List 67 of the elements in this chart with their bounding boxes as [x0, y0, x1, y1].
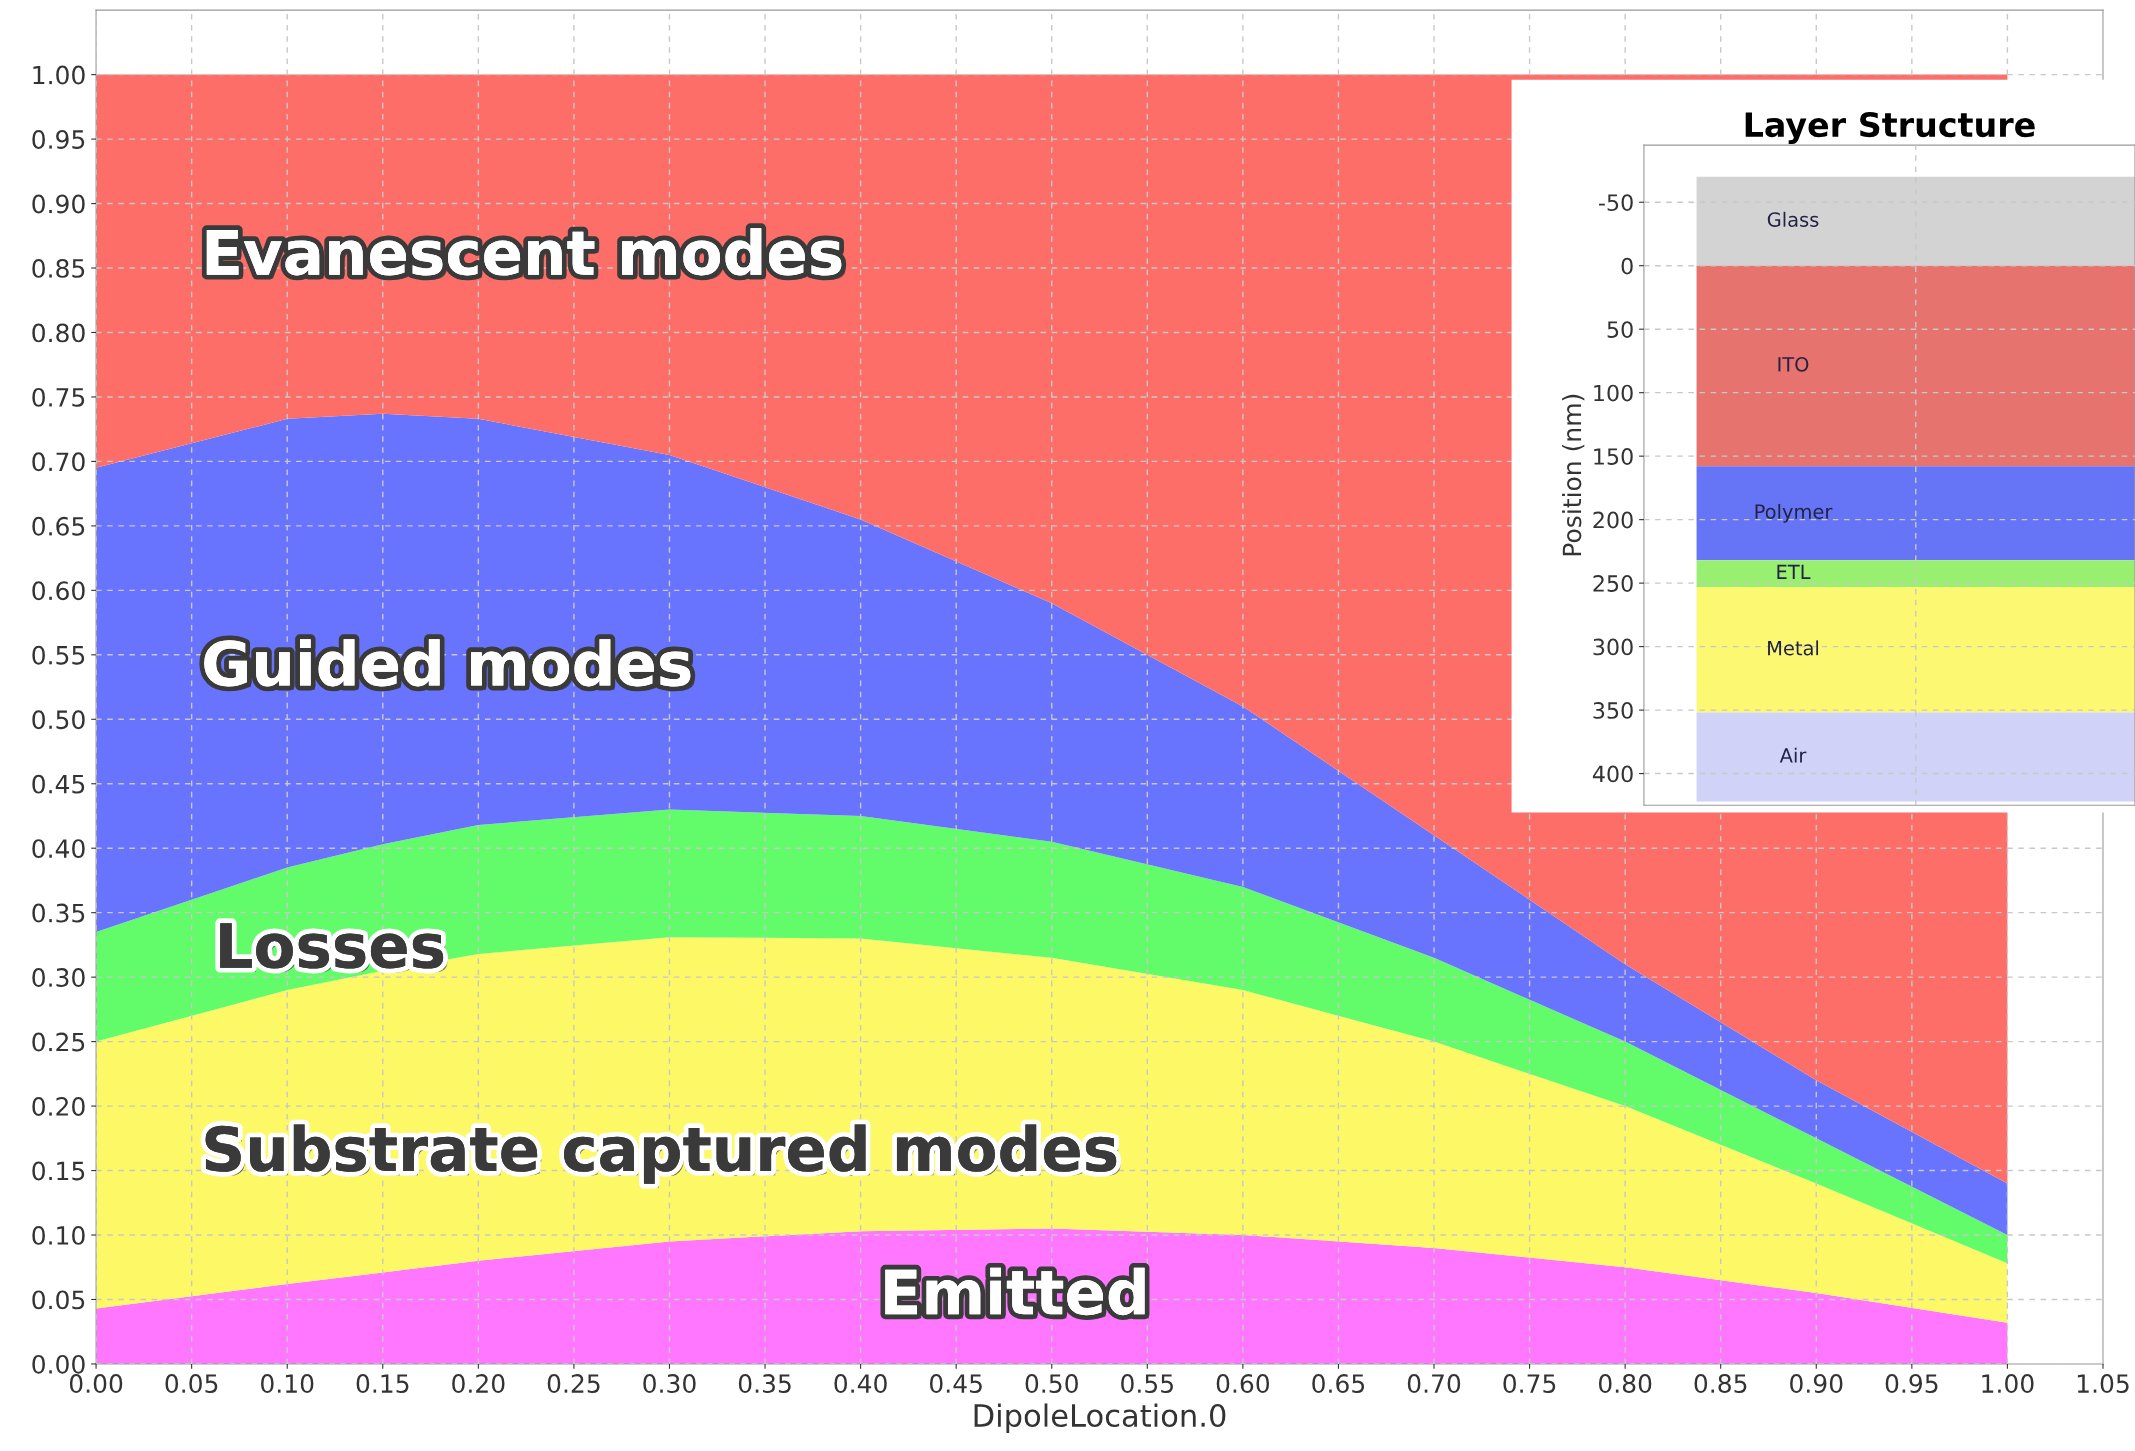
y-tick-label: 0.50	[32, 710, 85, 730]
y-tick-label: 0.45	[32, 774, 85, 794]
x-tick-label: 1.05	[2077, 1374, 2129, 1394]
y-tick-label: 0.55	[32, 645, 85, 665]
y-tick-label: 1.00	[33, 65, 85, 85]
y-tick-label: 0.05	[32, 1290, 85, 1310]
x-tick-label: 0.65	[1312, 1374, 1365, 1394]
bar	[1696, 712, 2135, 802]
bar	[1696, 560, 2135, 587]
y-tick-label: 0.30	[32, 968, 85, 987]
x-tick-label: 0.90	[1790, 1374, 1843, 1394]
series-label: Metal	[1768, 640, 1819, 656]
y-tick-label: 250	[1593, 575, 1633, 592]
y-tick-label: 100	[1594, 384, 1633, 402]
y-tick-label: 0.80	[32, 323, 85, 343]
series-label: ETL	[1777, 564, 1811, 579]
y-tick-label: 0.15	[32, 1161, 85, 1181]
x-tick-label: 0.55	[1121, 1374, 1173, 1394]
y-tick-label: 150	[1594, 448, 1633, 465]
series-label: ITO	[1778, 356, 1809, 372]
y-tick-label: 0.65	[32, 516, 85, 536]
y-tick-label: 400	[1592, 765, 1633, 783]
x-tick-label: 0.70	[1407, 1374, 1461, 1394]
series-label: Polymer	[1755, 503, 1833, 523]
x-tick-label: 0.10	[261, 1374, 314, 1394]
y-tick-label: 0.35	[32, 903, 85, 923]
bar	[1696, 466, 2135, 561]
series-label: Substrate captured modes	[205, 1124, 1121, 1188]
y-tick-label: 0.70	[32, 452, 85, 472]
series-label: Glass	[1767, 211, 1819, 227]
y-tick-label: 0.25	[32, 1032, 85, 1052]
x-tick-label: 0.45	[929, 1374, 982, 1394]
x-tick-label: 1.00	[1982, 1374, 2034, 1394]
y-tick-label: 350	[1593, 702, 1633, 719]
x-tick-label: 0.50	[1025, 1374, 1078, 1394]
y-tick-label: -50	[1599, 194, 1633, 211]
x-tick-label: 0.95	[1885, 1374, 1938, 1394]
x-tick-label: 0.75	[1503, 1374, 1556, 1394]
y-tick-label: 300	[1593, 638, 1633, 656]
x-tick-label: 0.35	[738, 1374, 791, 1394]
y-tick-label: 0.20	[32, 1097, 85, 1116]
y-tick-label: 0.90	[32, 194, 85, 214]
y-axis-title: Position (nm)	[1562, 394, 1585, 556]
y-tick-label: 0.00	[32, 1354, 85, 1374]
y-tick-label: 200	[1593, 511, 1633, 529]
x-tick-label: 0.40	[834, 1374, 887, 1394]
series-label: Air	[1779, 747, 1807, 763]
y-tick-label: 0.95	[32, 130, 85, 149]
x-tick-label: 0.20	[452, 1374, 505, 1394]
chart-title: Layer Structure	[1745, 112, 2035, 144]
x-tick-label: 0.85	[1694, 1374, 1747, 1394]
y-tick-label: 0.10	[32, 1225, 85, 1245]
x-tick-label: 0.60	[1216, 1374, 1270, 1394]
x-tick-label: 0.00	[69, 1374, 123, 1394]
y-tick-label: 0	[1621, 257, 1633, 275]
y-tick-label: 0.85	[32, 258, 85, 278]
y-tick-label: 0.75	[32, 387, 85, 407]
x-axis-title: DipoleLocation.0	[974, 1403, 1226, 1433]
x-tick-label: 0.05	[165, 1374, 218, 1394]
x-tick-label: 0.15	[356, 1374, 409, 1394]
y-tick-label: 50	[1607, 321, 1633, 338]
bar	[1696, 586, 2135, 713]
x-tick-label: 0.25	[547, 1374, 600, 1394]
y-tick-label: 0.40	[32, 839, 85, 859]
bar	[1696, 265, 2135, 467]
x-tick-label: 0.30	[643, 1374, 696, 1394]
y-tick-label: 0.60	[32, 581, 85, 601]
